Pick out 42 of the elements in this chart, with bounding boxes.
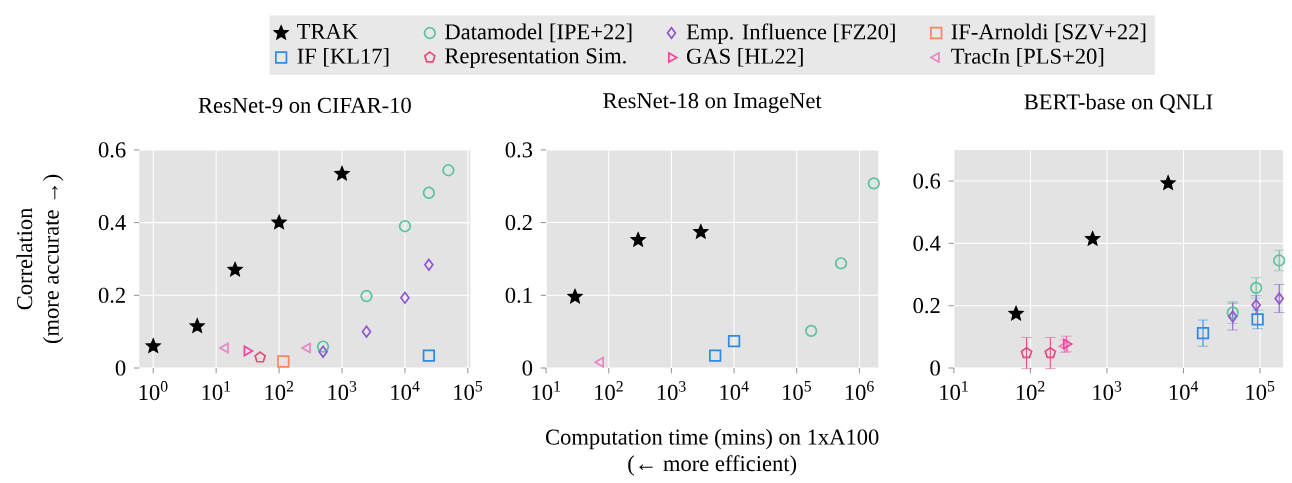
x-tick-label: 10$^{2}$ (595, 380, 623, 400)
legend-label: Datamodel [IPE+22] (445, 23, 632, 43)
y-tick-label: 0.4 (913, 235, 941, 251)
y-tick-label: 0.2 (913, 297, 940, 314)
x-tick-label: 10$^{4}$ (720, 380, 749, 400)
legend-label: TRAK (297, 23, 358, 39)
chart-title: ResNet-9 on CIFAR-10 (198, 97, 411, 113)
x-tick-label: 10$^{1}$ (202, 380, 231, 400)
x-tick-label: 10$^{5}$ (1246, 380, 1275, 400)
y-tick-label: 0.6 (913, 173, 941, 189)
x-tick-label: 10$^{6}$ (845, 380, 874, 400)
y-tick-label: 0.6 (98, 142, 126, 158)
x-tick-label: 10$^{5}$ (783, 380, 811, 400)
y-tick-label: 0.3 (505, 142, 533, 158)
y-tick-label: 0.1 (505, 287, 532, 303)
chart-title: BERT-base on QNLI (1024, 93, 1213, 113)
x-tick-label: 10$^{4}$ (391, 380, 420, 400)
x-tick-label: 10$^{1}$ (532, 380, 560, 400)
y-axis-title: Correlation (more accurate →) (16, 174, 64, 343)
x-axis-title: Computation time (mins) on 1xA100 (← more efficient) (545, 428, 879, 476)
legend-label: IF-Arnoldi [SZV+22] (951, 23, 1146, 43)
legend-label: Emp. Influence [FZ20] (686, 23, 895, 44)
legend-label: Representation Sim. (445, 48, 626, 68)
y-tick-label: 0.2 (505, 214, 532, 231)
y-tick-label: 0 (522, 360, 533, 376)
x-tick-label: 10$^{1}$ (940, 380, 968, 400)
legend-label: IF [KL17] (297, 47, 389, 67)
legend-label: GAS [HL22] (686, 47, 803, 67)
chart-title: ResNet-18 on ImageNet (603, 92, 822, 113)
x-tick-label: 10$^{3}$ (657, 380, 686, 400)
legend-label: TracIn [PLS+20] (951, 47, 1104, 67)
x-tick-label: 10$^{5}$ (454, 380, 483, 400)
x-tick-label: 10$^{2}$ (265, 380, 294, 400)
x-tick-label: 10$^{2}$ (1016, 380, 1045, 400)
x-tick-label: 10$^{4}$ (1169, 380, 1199, 400)
y-tick-label: 0 (115, 360, 126, 376)
y-tick-label: 0.4 (98, 214, 126, 231)
x-tick-label: 10$^{0}$ (139, 380, 168, 400)
x-tick-label: 10$^{3}$ (328, 380, 357, 400)
x-tick-label: 10$^{3}$ (1093, 380, 1122, 400)
y-tick-label: 0 (930, 360, 940, 376)
y-tick-label: 0.2 (98, 287, 125, 303)
